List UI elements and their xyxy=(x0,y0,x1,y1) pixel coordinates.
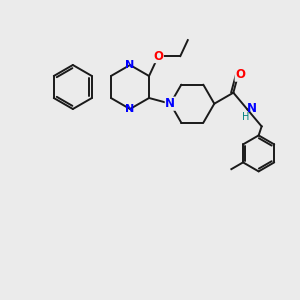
Text: O: O xyxy=(235,68,245,81)
Text: N: N xyxy=(247,102,256,115)
Text: N: N xyxy=(125,60,135,70)
Text: H: H xyxy=(242,112,249,122)
Text: N: N xyxy=(125,104,135,114)
Text: O: O xyxy=(153,50,164,63)
Text: N: N xyxy=(165,97,175,110)
